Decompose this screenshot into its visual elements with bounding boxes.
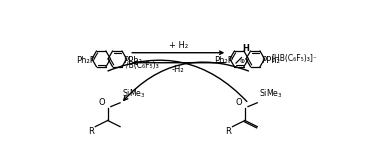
Text: SiMe$_3$: SiMe$_3$ [259,88,283,100]
Text: O: O [236,98,243,107]
Text: O: O [99,98,105,107]
Text: -H₂: -H₂ [172,65,184,74]
Text: PPh₂: PPh₂ [262,56,280,65]
Text: [HB(C₆F₅)₃]⁻: [HB(C₆F₅)₃]⁻ [271,54,318,63]
Text: R: R [88,127,94,136]
Text: R: R [225,127,231,136]
Text: H: H [242,44,249,53]
Text: /B(C₆F₅)₃: /B(C₆F₅)₃ [126,61,159,70]
Text: $\oplus$: $\oplus$ [239,57,246,65]
Text: Ph₂P: Ph₂P [76,56,95,65]
Text: PPh₂: PPh₂ [124,56,143,65]
Text: + H₂: + H₂ [169,41,188,50]
Text: Ph₂P: Ph₂P [214,56,233,65]
Text: SiMe$_3$: SiMe$_3$ [122,88,146,100]
